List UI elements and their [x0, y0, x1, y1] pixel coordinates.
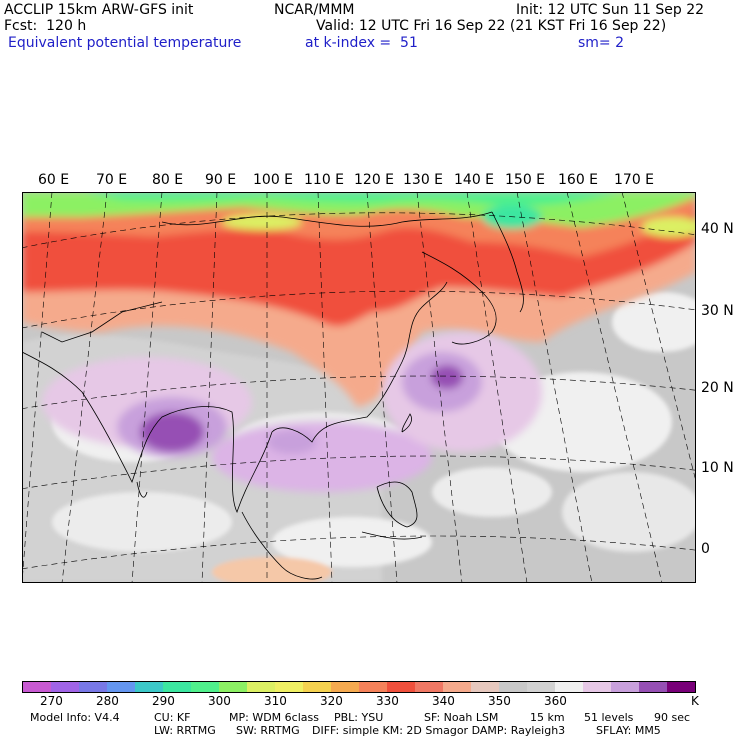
colorbar-tick: 330 [376, 694, 399, 708]
coastlines [22, 211, 524, 580]
colorbar-swatch [107, 682, 135, 692]
colorbar-swatch [359, 682, 387, 692]
graticule [22, 192, 696, 583]
lon-label: 100 E [253, 172, 294, 188]
colorbar-swatch [191, 682, 219, 692]
sw-scheme: SW: RRTMG [236, 724, 300, 737]
colorbar-swatch [303, 682, 331, 692]
colorbar-unit: K [691, 694, 699, 708]
colorbar-swatch [387, 682, 415, 692]
model-info: Model Info: V4.4 [30, 711, 120, 724]
org-label: NCAR/MMM [274, 2, 355, 18]
timestep: 90 sec [654, 711, 691, 724]
colorbar-swatch [611, 682, 639, 692]
mp-scheme: MP: WDM 6class [229, 711, 319, 724]
lat-label: 40 N [701, 221, 734, 237]
model-title: ACCLIP 15km ARW-GFS init [4, 2, 194, 18]
colorbar-tick: 350 [488, 694, 511, 708]
purple-plumes [42, 332, 542, 492]
field-name: Equivalent potential temperature [8, 35, 242, 51]
cu-scheme: CU: KF [154, 711, 191, 724]
colorbar-tick: 310 [264, 694, 287, 708]
colorbar-swatch [219, 682, 247, 692]
colorbar-swatch [499, 682, 527, 692]
colorbar-tick: 340 [432, 694, 455, 708]
colorbar-swatch [275, 682, 303, 692]
colorbar-swatch [471, 682, 499, 692]
colorbar-swatch [247, 682, 275, 692]
colorbar [22, 681, 696, 693]
colorbar-swatch [555, 682, 583, 692]
colorbar-tick: 290 [152, 694, 175, 708]
colorbar-swatch [415, 682, 443, 692]
colorbar-swatch [583, 682, 611, 692]
lon-label: 140 E [454, 172, 495, 188]
lat-label: 0 [701, 541, 710, 557]
lon-label: 70 E [96, 172, 128, 188]
colorbar-tick: 300 [208, 694, 231, 708]
colorbar-swatch [163, 682, 191, 692]
colorbar-tick: 280 [96, 694, 119, 708]
forecast-hour: Fcst: 120 h [4, 18, 87, 34]
lw-scheme: LW: RRTMG [154, 724, 216, 737]
colorbar-swatch [667, 682, 695, 692]
colorbar-swatch [51, 682, 79, 692]
theta-e-map [22, 192, 696, 583]
resolution: 15 km [530, 711, 565, 724]
lon-label: 170 E [614, 172, 655, 188]
sf-scheme: SF: Noah LSM [424, 711, 499, 724]
pbl-scheme: PBL: YSU [334, 711, 384, 724]
colorbar-swatch [135, 682, 163, 692]
smoothing-label: sm= 2 [578, 35, 625, 51]
colorbar-swatch [331, 682, 359, 692]
colorbar-tick: 360 [544, 694, 567, 708]
diff-scheme: DIFF: simple KM: 2D Smagor DAMP: Rayleig… [312, 724, 566, 737]
lon-label: 80 E [152, 172, 184, 188]
colorbar-swatch [639, 682, 667, 692]
colorbar-swatch [527, 682, 555, 692]
colorbar-tick: 320 [320, 694, 343, 708]
lon-label: 150 E [505, 172, 546, 188]
lon-label: 90 E [205, 172, 237, 188]
valid-time: Valid: 12 UTC Fri 16 Sep 22 (21 KST Fri … [316, 18, 667, 34]
lat-label: 20 N [701, 380, 734, 396]
colorbar-swatch [79, 682, 107, 692]
colorbar-swatch [443, 682, 471, 692]
levels: 51 levels [584, 711, 634, 724]
lon-label: 130 E [403, 172, 444, 188]
level-index: at k-index = 51 [305, 35, 418, 51]
lat-label: 10 N [701, 460, 734, 476]
init-time: Init: 12 UTC Sun 11 Sep 22 [516, 2, 705, 18]
lon-label: 60 E [38, 172, 70, 188]
colorbar-tick: 270 [40, 694, 63, 708]
lon-label: 160 E [558, 172, 599, 188]
lat-label: 30 N [701, 303, 734, 319]
sflay-scheme: SFLAY: MM5 [596, 724, 661, 737]
lon-label: 120 E [354, 172, 395, 188]
colorbar-swatch [23, 682, 51, 692]
lon-label: 110 E [304, 172, 345, 188]
